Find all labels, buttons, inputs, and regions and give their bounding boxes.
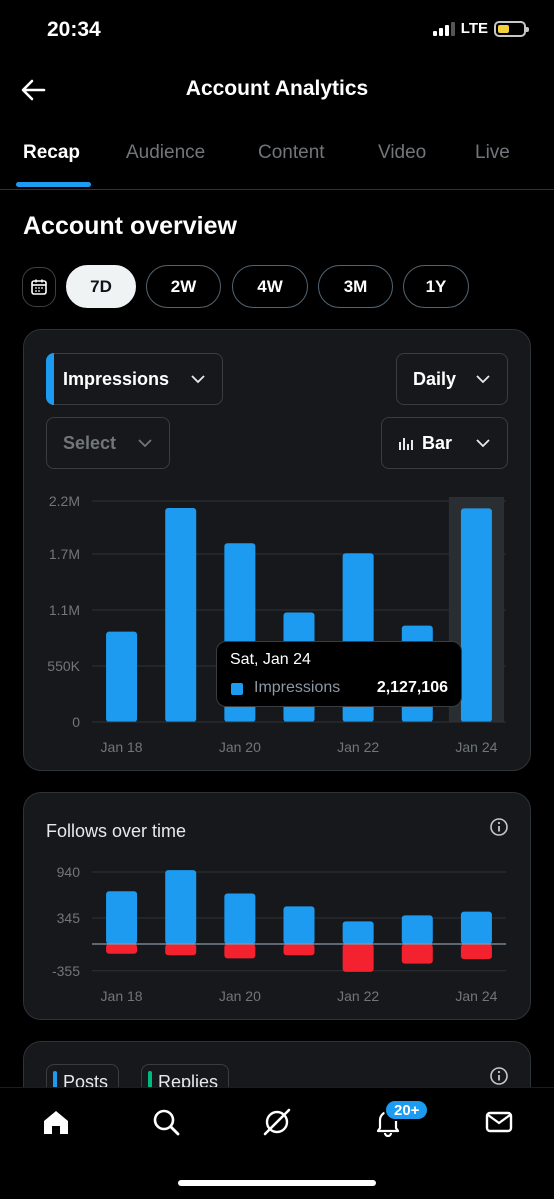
metric-dropdown[interactable]: Impressions xyxy=(46,353,223,405)
network-label: LTE xyxy=(460,20,488,37)
calendar-button[interactable] xyxy=(22,267,56,307)
x-tick-label: Jan 24 xyxy=(455,988,497,1004)
tooltip-value: 2,127,106 xyxy=(376,679,448,696)
x-tick-label: Jan 24 xyxy=(455,739,497,755)
header: Account Analytics xyxy=(0,60,554,120)
signal-icon xyxy=(432,21,455,36)
nav-search[interactable] xyxy=(148,1104,184,1140)
range-2w-button[interactable]: 2W xyxy=(146,265,221,308)
bar-follows xyxy=(224,893,256,944)
bar-follows xyxy=(283,906,315,944)
chart-type-dropdown[interactable]: Bar xyxy=(381,417,508,469)
nav-messages[interactable] xyxy=(481,1104,517,1140)
y-tick-label: 940 xyxy=(57,864,81,880)
range-1y-button[interactable]: 1Y xyxy=(403,265,469,308)
back-button[interactable] xyxy=(18,74,50,106)
bar xyxy=(165,508,197,722)
x-tick-label: Jan 22 xyxy=(337,739,379,755)
posts-chip-label: Posts xyxy=(63,1071,109,1092)
y-tick-label: 1.1M xyxy=(49,602,80,618)
battery-icon xyxy=(494,20,529,37)
tab-recap[interactable]: Recap xyxy=(23,142,81,163)
metric-color-stripe xyxy=(46,353,54,405)
bar-follows xyxy=(460,911,492,944)
chevron-down-icon xyxy=(476,375,490,384)
chart-tooltip: Sat, Jan 24 Impressions 2,127,106 xyxy=(216,641,462,707)
bar-follows xyxy=(165,870,197,944)
x-tick-label: Jan 18 xyxy=(101,988,143,1004)
search-icon xyxy=(153,1109,180,1136)
home-indicator xyxy=(178,1180,376,1186)
info-icon[interactable] xyxy=(489,1066,509,1086)
metric-label: Impressions xyxy=(63,368,170,389)
page-title: Account Analytics xyxy=(185,77,369,100)
nav-grok[interactable] xyxy=(259,1104,295,1140)
notification-badge: 20+ xyxy=(384,1099,430,1121)
tooltip-swatch xyxy=(231,683,243,695)
tab-live[interactable]: Live xyxy=(475,142,510,163)
bar-unfollows xyxy=(460,944,492,960)
bar-follows xyxy=(342,921,374,944)
tab-video[interactable]: Video xyxy=(378,142,427,163)
nav-home[interactable] xyxy=(38,1104,74,1140)
bar xyxy=(106,631,138,722)
follows-title: Follows over time xyxy=(46,821,187,841)
posts-chip-stripe xyxy=(53,1071,57,1093)
range-4w-button[interactable]: 4W xyxy=(232,265,308,308)
tab-content[interactable]: Content xyxy=(258,142,325,163)
y-tick-label: -355 xyxy=(52,963,80,979)
status-indicators: LTE xyxy=(432,20,529,37)
y-tick-label: 345 xyxy=(57,910,81,926)
bar-chart-icon xyxy=(399,438,413,450)
bar-follows xyxy=(401,915,433,944)
x-tick-label: Jan 18 xyxy=(101,739,143,755)
y-tick-label: 2.2M xyxy=(49,493,80,509)
bar-follows xyxy=(106,891,138,944)
info-icon[interactable] xyxy=(489,817,509,837)
status-time: 20:34 xyxy=(47,18,101,41)
chart-type-label: Bar xyxy=(422,432,453,453)
tooltip-series: Impressions xyxy=(254,679,341,696)
grok-icon xyxy=(263,1108,291,1136)
range-7d-button[interactable]: 7D xyxy=(66,265,136,308)
x-tick-label: Jan 22 xyxy=(337,988,379,1004)
range-3m-button[interactable]: 3M xyxy=(318,265,393,308)
tooltip-date: Sat, Jan 24 xyxy=(230,651,311,668)
active-tab-indicator xyxy=(16,182,91,187)
bar-unfollows xyxy=(224,944,256,959)
bar-unfollows xyxy=(283,944,315,956)
x-tick-label: Jan 20 xyxy=(219,988,261,1004)
interval-label: Daily xyxy=(413,368,457,389)
interval-dropdown[interactable]: Daily xyxy=(396,353,508,405)
tab-audience[interactable]: Audience xyxy=(126,142,206,163)
y-tick-label: 550K xyxy=(47,658,80,674)
replies-chip-stripe xyxy=(148,1071,152,1093)
x-tick-label: Jan 20 xyxy=(219,739,261,755)
mail-icon xyxy=(485,1111,513,1133)
compare-dropdown[interactable]: Select xyxy=(46,417,170,469)
y-tick-label: 1.7M xyxy=(49,546,80,562)
replies-chip-label: Replies xyxy=(158,1071,219,1092)
bar-unfollows xyxy=(342,944,374,972)
home-icon xyxy=(44,1111,68,1134)
bar-unfollows xyxy=(165,944,197,956)
chevron-down-icon xyxy=(191,375,205,384)
section-title: Account overview xyxy=(23,212,237,240)
chevron-down-icon xyxy=(476,439,490,448)
calendar-icon xyxy=(31,279,47,295)
bar-unfollows xyxy=(401,944,433,964)
status-bar: 20:34 LTE xyxy=(0,0,554,60)
compare-placeholder: Select xyxy=(63,432,117,453)
y-tick-label: 0 xyxy=(72,714,80,730)
tab-bar: Recap Audience Content Video Live xyxy=(0,128,554,190)
bar-unfollows xyxy=(106,944,138,954)
bar xyxy=(460,508,492,722)
back-arrow-icon xyxy=(21,79,46,101)
chevron-down-icon xyxy=(138,439,152,448)
